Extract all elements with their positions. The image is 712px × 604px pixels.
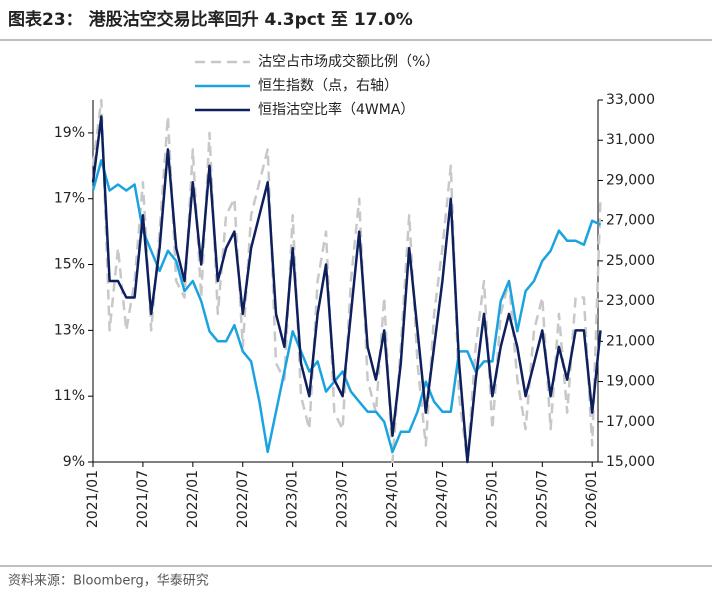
- y-tick-label: 17%: [54, 191, 85, 207]
- y2-tick-label: 17,000: [606, 414, 655, 430]
- series-line: [91, 115, 602, 464]
- source: 资料来源：Bloomberg，华泰研究: [8, 574, 209, 589]
- x-tick-label: 2021/01: [85, 470, 101, 528]
- y2-tick-label: 19,000: [606, 374, 655, 390]
- y2-tick-label: 33,000: [606, 92, 655, 108]
- x-tick-label: 2024/07: [434, 470, 450, 528]
- series-line: [91, 159, 602, 454]
- y2-tick-label: 23,000: [606, 293, 655, 309]
- x-tick-label: 2025/07: [534, 470, 550, 528]
- y-tick-label: 9%: [63, 454, 85, 470]
- x-tick-label: 2026/01: [584, 470, 600, 528]
- x-tick-label: 2023/01: [285, 470, 301, 528]
- legend-label: 沽空占市场成交额比例（%）: [258, 53, 439, 70]
- y-tick-label: 19%: [54, 125, 85, 141]
- x-tick-label: 2022/07: [235, 470, 251, 528]
- x-tick-label: 2022/01: [185, 470, 201, 528]
- y-tick-label: 11%: [54, 388, 85, 404]
- y2-tick-label: 15,000: [606, 454, 655, 470]
- y2-tick-label: 21,000: [606, 333, 655, 349]
- x-tick-label: 2021/07: [135, 470, 151, 528]
- x-tick-label: 2025/01: [484, 470, 500, 528]
- y2-tick-label: 29,000: [606, 172, 655, 188]
- x-tick-label: 2023/07: [335, 470, 351, 528]
- legend-label: 恒生指数（点，右轴）: [258, 78, 398, 94]
- legend-label: 恒指沽空比率（4WMA）: [258, 101, 414, 118]
- y2-tick-label: 31,000: [606, 132, 655, 148]
- y2-tick-label: 27,000: [606, 213, 655, 229]
- y2-tick-label: 25,000: [606, 253, 655, 269]
- y-tick-label: 15%: [54, 257, 85, 273]
- x-tick-label: 2024/01: [385, 470, 401, 528]
- y-tick-label: 13%: [54, 322, 85, 338]
- chart-title: 图表23： 港股沽空交易比率回升 4.3pct 至 17.0%: [8, 9, 413, 30]
